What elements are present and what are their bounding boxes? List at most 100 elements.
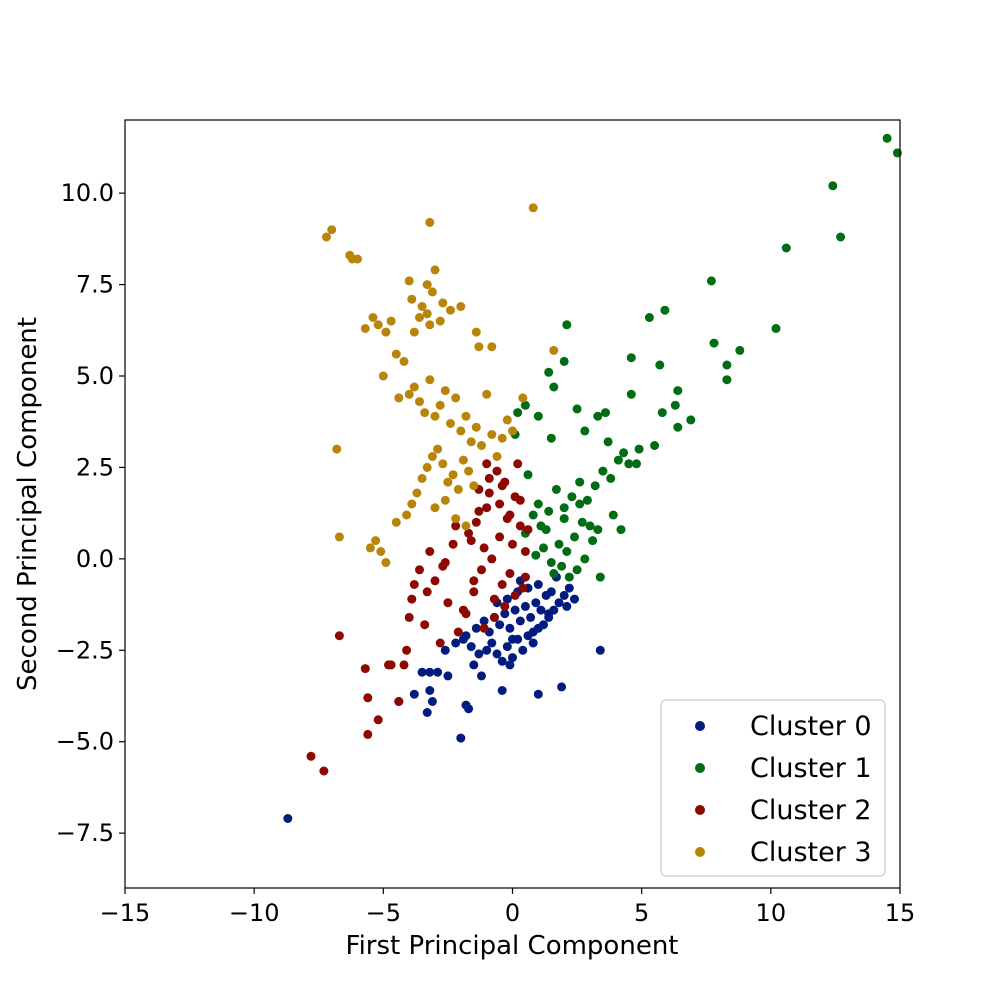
data-point	[606, 473, 616, 483]
data-point	[422, 587, 432, 597]
data-point	[422, 309, 432, 319]
data-point	[505, 660, 515, 670]
data-point	[562, 547, 572, 556]
data-point	[502, 415, 512, 425]
data-point	[461, 631, 471, 641]
data-point	[619, 448, 629, 458]
data-point	[438, 298, 448, 308]
data-point	[363, 693, 373, 703]
data-point	[520, 572, 530, 582]
data-point	[430, 576, 440, 586]
data-point	[616, 525, 626, 535]
data-point	[502, 642, 512, 652]
y-tick-label: −7.5	[56, 819, 114, 847]
data-point	[435, 316, 445, 326]
data-point	[415, 565, 424, 575]
data-point	[474, 342, 484, 352]
data-point	[781, 243, 791, 253]
legend-marker	[695, 847, 705, 857]
data-point	[409, 689, 419, 699]
data-point	[559, 503, 569, 513]
data-point	[531, 598, 541, 608]
data-point	[409, 382, 419, 392]
data-point	[492, 649, 502, 659]
data-point	[417, 302, 427, 311]
data-point	[539, 543, 548, 553]
data-point	[482, 459, 492, 469]
data-point	[500, 609, 510, 619]
data-point	[435, 638, 445, 648]
data-point	[477, 671, 486, 681]
data-point	[508, 634, 517, 644]
data-point	[533, 580, 543, 589]
data-point	[513, 408, 523, 418]
data-point	[531, 550, 541, 560]
series-cluster-2	[306, 459, 533, 776]
data-point	[513, 459, 523, 469]
data-point	[554, 598, 564, 608]
series-cluster-3	[322, 203, 559, 567]
data-point	[466, 536, 476, 546]
data-point	[518, 645, 528, 655]
data-point	[322, 232, 331, 242]
data-point	[407, 594, 417, 604]
data-point	[469, 587, 479, 597]
data-point	[518, 583, 528, 593]
data-point	[381, 327, 391, 337]
data-point	[402, 510, 412, 520]
data-point	[508, 426, 517, 436]
data-point	[394, 393, 404, 403]
data-point	[471, 517, 481, 527]
data-point	[422, 708, 432, 717]
data-point	[479, 623, 489, 633]
data-point	[515, 521, 525, 531]
data-point	[520, 400, 530, 410]
data-point	[489, 594, 499, 604]
data-point	[828, 181, 838, 191]
data-point	[440, 558, 450, 567]
data-point	[836, 232, 846, 242]
data-point	[363, 729, 373, 739]
data-point	[495, 620, 505, 630]
data-point	[562, 601, 572, 611]
x-tick-label: 10	[756, 899, 787, 927]
data-point	[474, 649, 484, 659]
data-point	[562, 320, 572, 330]
data-point	[466, 437, 476, 447]
data-point	[544, 506, 554, 516]
data-point	[497, 686, 507, 695]
data-point	[451, 393, 461, 403]
data-point	[564, 572, 574, 582]
data-point	[448, 470, 458, 480]
data-point	[706, 276, 716, 286]
data-point	[482, 503, 492, 513]
data-point	[391, 517, 401, 527]
data-point	[536, 605, 546, 615]
y-tick-label: −2.5	[56, 636, 114, 664]
data-point	[608, 510, 618, 520]
data-point	[533, 411, 543, 421]
data-point	[539, 620, 548, 630]
data-point	[528, 627, 538, 637]
x-tick-label: 5	[634, 899, 649, 927]
x-axis-ticks: −15 −10 −5 0 5 10 15	[100, 888, 915, 927]
legend-label: Cluster 1	[750, 753, 872, 784]
data-point	[407, 294, 417, 304]
data-point	[603, 437, 613, 447]
data-point	[425, 686, 435, 695]
data-point	[533, 499, 543, 509]
data-point	[722, 375, 732, 385]
data-point	[373, 715, 383, 725]
data-point	[495, 499, 505, 509]
data-point	[433, 667, 443, 677]
data-point	[399, 356, 409, 366]
data-point	[420, 620, 430, 630]
data-point	[487, 342, 497, 352]
legend: Cluster 0 Cluster 1 Cluster 2 Cluster 3	[660, 699, 886, 877]
data-point	[425, 217, 435, 227]
data-point	[559, 514, 569, 524]
x-tick-label: −10	[229, 899, 280, 927]
data-point	[484, 473, 494, 483]
data-point	[430, 503, 440, 513]
data-point	[440, 386, 450, 396]
